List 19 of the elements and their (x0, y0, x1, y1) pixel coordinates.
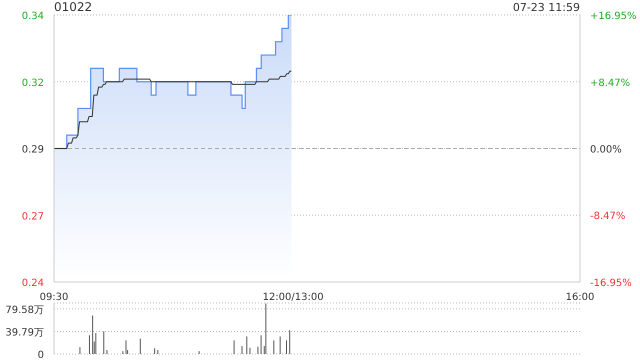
y-tick-label: 79.58万 (5, 304, 44, 316)
x-tick-label: 09:30 (40, 292, 68, 303)
y-tick-label: 0.27 (22, 211, 44, 222)
y-tick-label: 39.79万 (5, 327, 44, 338)
y-tick-label: 0.34 (22, 11, 44, 22)
x-tick-label: 16:00 (566, 292, 594, 303)
y2-tick-label: 0.00% (590, 144, 622, 156)
y2-tick-label: -8.47% (590, 211, 626, 222)
line-series (54, 70, 292, 149)
y-tick-label: 0.29 (22, 144, 44, 156)
y-tick-label: 0 (38, 350, 44, 360)
chart-title: 01022 (54, 0, 92, 14)
y2-tick-label: -16.95% (590, 278, 632, 289)
y-tick-label: 0.32 (22, 78, 44, 89)
x-tick-label: 12:00/13:00 (262, 292, 324, 303)
y2-tick-label: +8.47% (590, 78, 630, 89)
y-tick-label: 0.24 (22, 278, 44, 289)
y2-tick-label: +16.95% (590, 11, 637, 22)
text: 07-23 11:59 (512, 1, 580, 14)
